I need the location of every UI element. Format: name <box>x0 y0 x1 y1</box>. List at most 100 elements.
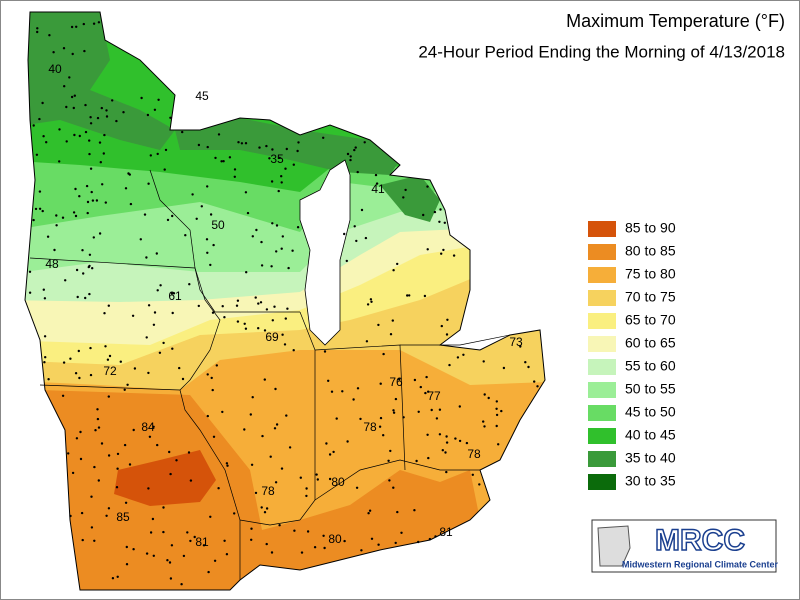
station-dot <box>483 425 486 428</box>
station-dot <box>188 283 191 286</box>
station-dot <box>76 295 79 299</box>
station-dot <box>353 225 356 228</box>
station-dot <box>233 175 236 178</box>
station-dot <box>330 390 334 393</box>
station-dot <box>124 501 128 504</box>
station-dot <box>164 148 168 152</box>
station-dot <box>261 434 264 438</box>
temperature-label: 72 <box>103 364 117 378</box>
station-dot <box>28 270 32 273</box>
station-dot <box>482 420 485 423</box>
station-dot <box>217 133 221 136</box>
station-dot <box>353 148 356 152</box>
station-dot <box>48 34 51 37</box>
station-dot <box>268 157 271 160</box>
station-dot <box>236 299 240 302</box>
station-dot <box>202 544 206 547</box>
station-dot <box>103 312 106 315</box>
station-dot <box>250 538 253 541</box>
station-dot <box>269 455 272 458</box>
station-dot <box>107 395 111 398</box>
station-dot <box>178 366 181 370</box>
station-dot <box>105 514 108 517</box>
station-dot <box>107 507 111 510</box>
station-dot <box>445 470 448 474</box>
legend-label: 40 to 45 <box>625 427 676 443</box>
station-dot <box>265 144 268 148</box>
station-dot <box>111 99 114 102</box>
station-dot <box>354 146 357 149</box>
station-dot <box>61 216 65 219</box>
station-dot <box>392 411 396 414</box>
station-dot <box>251 235 254 238</box>
station-dot <box>270 180 274 183</box>
station-dot <box>133 367 137 370</box>
station-dot <box>104 201 108 204</box>
station-dot <box>197 304 200 308</box>
station-dot <box>291 249 294 252</box>
station-dot <box>131 314 135 317</box>
station-dot <box>212 435 216 438</box>
station-dot <box>84 130 88 134</box>
station-dot <box>243 322 246 325</box>
temperature-label: 85 <box>116 510 130 524</box>
legend-swatch <box>588 313 616 329</box>
station-dot <box>445 441 449 444</box>
logo-subtitle: Midwestern Regional Climate Center <box>622 559 779 569</box>
station-dot <box>346 440 349 443</box>
station-dot <box>79 457 83 461</box>
station-dot <box>91 267 94 270</box>
station-dot <box>168 561 172 564</box>
station-dot <box>67 452 70 455</box>
station-dot <box>244 327 248 330</box>
station-dot <box>355 486 359 489</box>
station-dot <box>408 294 411 297</box>
legend-swatch <box>588 336 616 352</box>
station-dot <box>377 543 380 546</box>
station-dot <box>367 512 370 515</box>
state-borders <box>29 169 511 580</box>
station-dot <box>280 181 283 184</box>
station-dot <box>426 248 429 251</box>
station-dot <box>456 356 460 359</box>
station-dot <box>402 196 405 199</box>
station-dot <box>445 333 449 336</box>
station-dot <box>500 409 503 413</box>
station-dot <box>415 459 418 463</box>
station-dot <box>153 311 157 314</box>
legend-label: 35 to 40 <box>625 450 676 466</box>
station-dot <box>153 108 157 112</box>
station-dot <box>394 397 398 401</box>
station-dot <box>105 109 108 112</box>
station-dot <box>69 514 72 518</box>
station-dot <box>210 376 213 380</box>
station-dot <box>170 292 174 295</box>
station-dot <box>88 264 91 268</box>
station-dot <box>413 378 417 382</box>
station-dot <box>356 170 359 174</box>
station-dot <box>65 105 68 109</box>
station-dot <box>305 487 308 490</box>
station-dot <box>38 207 42 210</box>
station-dot <box>70 95 74 99</box>
station-dot <box>316 478 319 481</box>
station-dot <box>296 149 299 153</box>
station-dot <box>88 292 91 296</box>
station-dot <box>166 218 170 222</box>
station-dot <box>86 211 89 215</box>
station-dot <box>343 539 346 543</box>
station-dot <box>223 316 226 319</box>
station-dot <box>123 443 127 447</box>
station-dot <box>162 506 165 509</box>
station-dot <box>125 545 128 549</box>
station-dot <box>75 268 79 272</box>
station-dot <box>89 122 93 125</box>
station-dot <box>322 534 325 537</box>
station-dot <box>36 30 39 34</box>
station-dot <box>379 382 382 385</box>
station-dot <box>277 189 280 193</box>
temperature-label: 50 <box>211 218 225 232</box>
station-dot <box>89 116 92 119</box>
station-dot <box>145 256 148 259</box>
